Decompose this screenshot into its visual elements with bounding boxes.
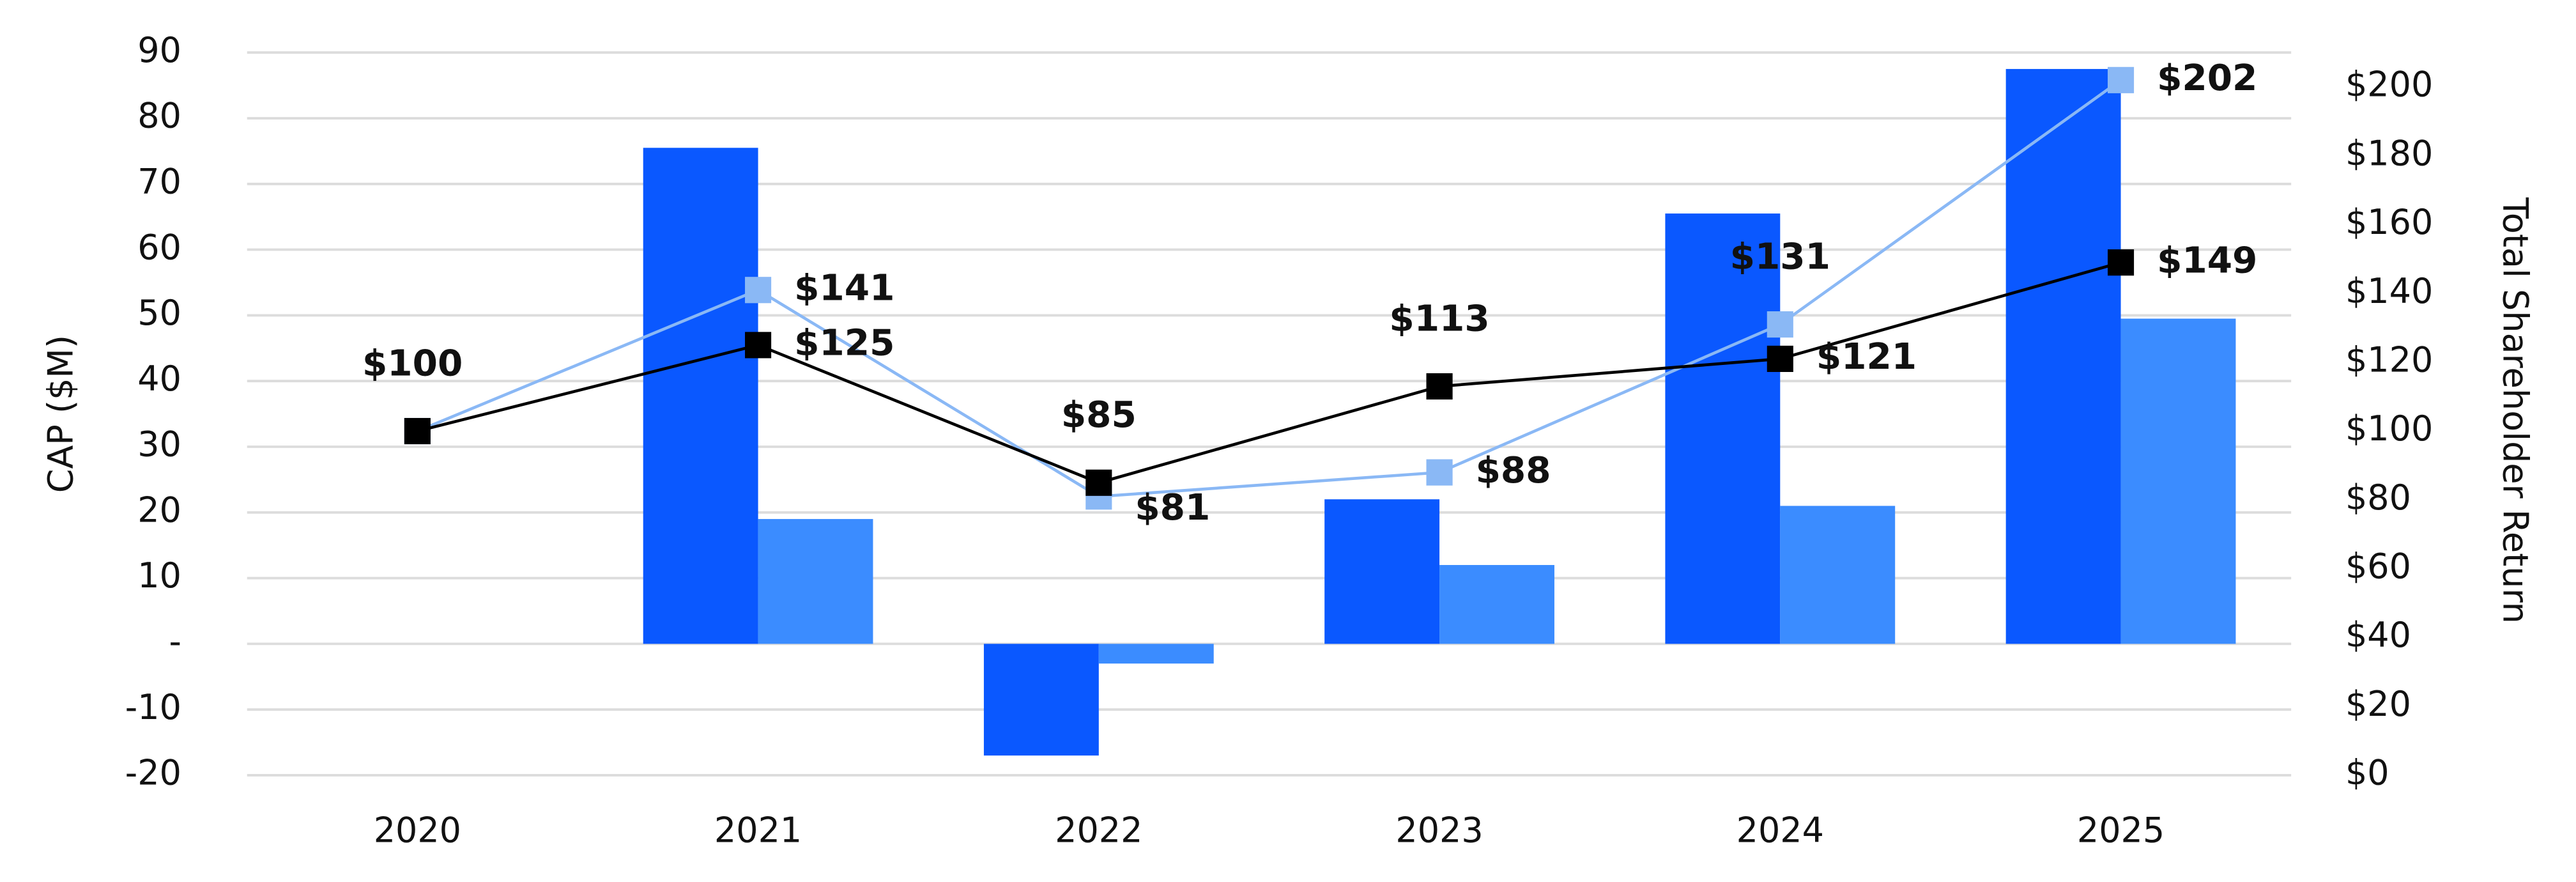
line xyxy=(417,261,2122,484)
bar xyxy=(2005,68,2121,644)
y-axis-title: CAP ($M) xyxy=(41,335,81,493)
y-tick-label: 70 xyxy=(137,161,181,201)
bar xyxy=(1665,213,1781,644)
x-tick-label: 2020 xyxy=(374,810,461,851)
grid-layer xyxy=(247,51,2292,777)
y-tick-label: -10 xyxy=(125,687,181,727)
data-label: $202 xyxy=(2157,58,2257,99)
y2-tick-label: $200 xyxy=(2345,65,2433,105)
y2-tick-label: $180 xyxy=(2345,133,2433,173)
y2-tick-label: $140 xyxy=(2345,271,2433,311)
lines-layer xyxy=(404,66,2135,510)
y-tick-label: 80 xyxy=(137,96,181,136)
line-marker xyxy=(1426,373,1453,400)
data-label: $81 xyxy=(1135,487,1210,529)
y2-tick-label: $80 xyxy=(2345,477,2411,518)
bar xyxy=(758,519,873,644)
bar xyxy=(1324,499,1440,644)
data-label: $125 xyxy=(794,323,894,364)
data-label: $113 xyxy=(1389,298,1489,339)
x-tick-label: 2025 xyxy=(2077,810,2165,851)
bar xyxy=(643,148,758,644)
y-tick-label: 60 xyxy=(137,227,181,267)
y-tick-label: 10 xyxy=(137,555,181,596)
bar xyxy=(1439,565,1554,644)
y-tick-label: 40 xyxy=(137,359,181,399)
bar xyxy=(1098,644,1214,664)
line-marker xyxy=(1767,311,1793,338)
line-marker xyxy=(2107,249,2135,276)
data-label: $100 xyxy=(362,343,463,384)
line-marker xyxy=(745,332,772,359)
y2-axis-title: Total Shareholder Return xyxy=(2495,197,2535,624)
line-marker xyxy=(2107,66,2135,93)
x-tick-label: 2021 xyxy=(714,810,802,851)
y2-tick-label: $20 xyxy=(2345,684,2411,724)
line-marker xyxy=(404,417,431,445)
labels-layer: -20-10-102030405060708090$0$20$40$60$80$… xyxy=(125,30,2433,851)
line xyxy=(417,79,2122,499)
data-label: $141 xyxy=(794,267,894,309)
y2-tick-label: $40 xyxy=(2345,615,2411,655)
x-tick-label: 2022 xyxy=(1055,810,1142,851)
y2-tick-label: $0 xyxy=(2345,753,2389,793)
y-tick-label: 50 xyxy=(137,293,181,333)
data-label: $121 xyxy=(1816,336,1917,378)
line-marker xyxy=(1767,345,1793,373)
y-tick-label: - xyxy=(169,621,181,662)
bar xyxy=(2120,318,2236,644)
data-label: $88 xyxy=(1476,450,1551,491)
line-marker xyxy=(745,277,772,304)
x-tick-label: 2024 xyxy=(1736,810,1824,851)
y-tick-label: 20 xyxy=(137,490,181,530)
bars-layer xyxy=(643,68,2236,756)
y-tick-label: -20 xyxy=(125,753,181,793)
data-label: $149 xyxy=(2157,240,2257,281)
line-marker xyxy=(1426,459,1453,486)
x-tick-label: 2023 xyxy=(1395,810,1483,851)
y-tick-label: 90 xyxy=(137,30,181,70)
y2-tick-label: $120 xyxy=(2345,339,2433,380)
data-label: $85 xyxy=(1061,394,1137,436)
y2-tick-label: $100 xyxy=(2345,408,2433,449)
bar xyxy=(1780,506,1896,644)
data-label: $131 xyxy=(1730,236,1830,277)
bar xyxy=(983,644,1099,756)
y-tick-label: 30 xyxy=(137,424,181,465)
y2-tick-label: $60 xyxy=(2345,546,2411,587)
y2-tick-label: $160 xyxy=(2345,202,2433,242)
line-marker xyxy=(1085,469,1112,496)
